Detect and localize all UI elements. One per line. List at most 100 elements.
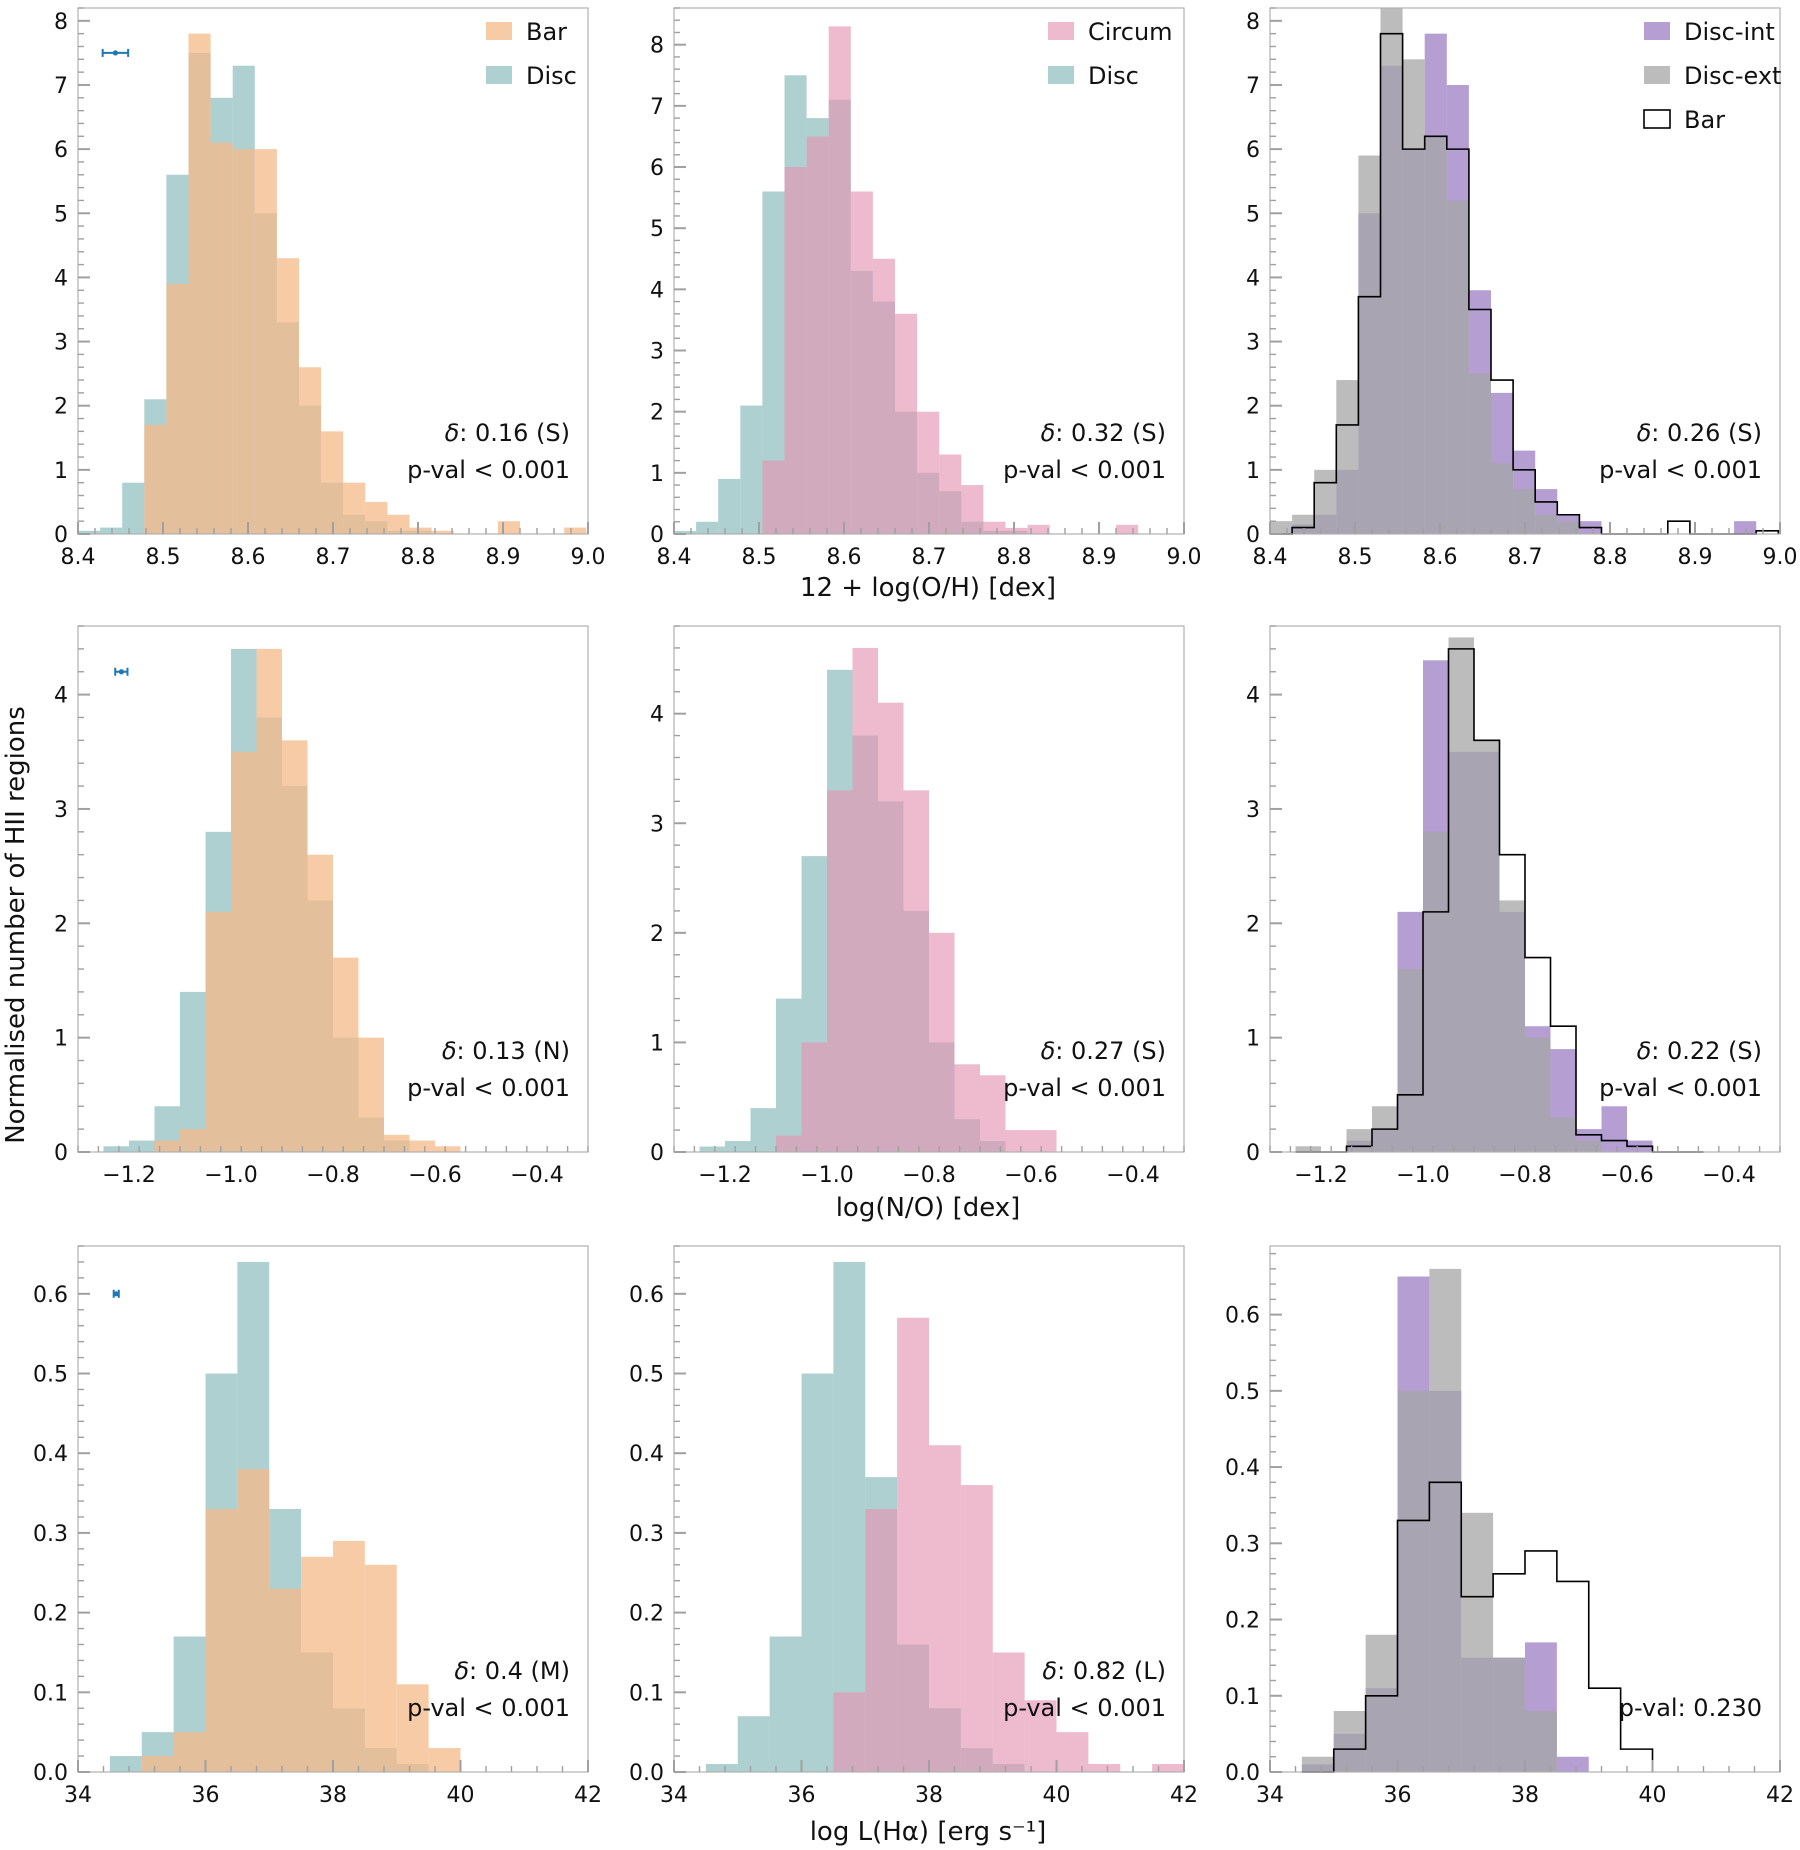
delta-text: δ: 0.32 (S): [1041, 419, 1166, 447]
pval-text: p-val < 0.001: [407, 456, 570, 484]
histogram-bar: [1292, 514, 1315, 534]
histogram-bar: [1397, 1390, 1430, 1772]
histogram-bar: [1448, 637, 1474, 1152]
histogram-bar: [801, 1042, 827, 1152]
series-disc-ext: [1270, 8, 1580, 535]
histogram-bar: [740, 405, 763, 534]
histogram-bar: [1336, 380, 1359, 534]
y-tick-label: 0.6: [33, 1283, 68, 1308]
y-tick-label: 0.6: [1225, 1304, 1260, 1329]
y-tick-label: 5: [650, 217, 664, 242]
histogram-bar: [827, 790, 853, 1152]
histogram-bar: [435, 1146, 461, 1152]
x-tick-label: 8.6: [231, 545, 266, 570]
x-tick-label: 8.5: [146, 545, 181, 570]
histogram-bar: [769, 1636, 802, 1772]
x-tick-label: 8.8: [1593, 545, 1628, 570]
x-tick-label: 9.0: [1763, 545, 1798, 570]
histogram-bar: [1446, 200, 1469, 534]
legend: Disc-int Disc-ext Bar: [1643, 18, 1781, 134]
histogram-bar: [1358, 155, 1381, 534]
x-tick-label: 8.8: [997, 545, 1032, 570]
step-outline-bar: [1295, 648, 1704, 1153]
series-bar: [141, 1469, 461, 1772]
y-tick-label: 5: [54, 202, 68, 227]
y-tick-label: 1: [1246, 1027, 1260, 1052]
y-tick-label: 2: [650, 922, 664, 947]
y-tick-label: 8: [54, 10, 68, 35]
legend-swatch: [486, 66, 512, 84]
histogram-bar: [1088, 1764, 1121, 1772]
y-tick-label: 0.2: [33, 1602, 68, 1627]
y-tick-label: 2: [1246, 395, 1260, 420]
y-tick-label: 0: [54, 1141, 68, 1166]
y-tick-label: 2: [54, 395, 68, 420]
y-tick-label: 1: [54, 459, 68, 484]
step-outline-bar: [1301, 1481, 1654, 1773]
x-tick-label: −1.2: [102, 1163, 155, 1188]
x-tick-label: 38: [915, 1783, 943, 1808]
legend-swatch: [1643, 109, 1671, 129]
x-tick-label: 8.9: [1678, 545, 1713, 570]
histogram-bar: [1525, 1711, 1557, 1772]
histogram-bar: [109, 1756, 142, 1772]
histogram-bar: [1270, 521, 1293, 534]
pval-text: p-val < 0.001: [407, 1694, 570, 1722]
y-tick-label: 0: [1246, 523, 1260, 548]
histogram-bar: [129, 1140, 155, 1152]
figure-ylabel: Normalised number of HII regions: [1, 706, 31, 1144]
histogram-bar: [144, 424, 167, 534]
panel-ha-disc-split: 34 36 38 40 42 0.0 0.1 0.2 0.3 0.4 0.5 0.6 p-val: 0.…: [1225, 1245, 1794, 1808]
panel-no-bar-disc: −1.2 −1.0 −0.8 −0.6 −0.4 0 1 2 3 4 δ: 0.13 (N) p-va…: [54, 625, 589, 1188]
histogram-bar: [1557, 521, 1580, 534]
histogram-bar: [1402, 59, 1425, 534]
x-tick-label: −0.8: [1498, 1163, 1551, 1188]
histogram-bar: [232, 149, 255, 534]
histogram-bar: [1027, 524, 1050, 534]
series-bar: [144, 33, 587, 534]
histogram-bar: [1468, 373, 1491, 534]
series-bar: [154, 648, 461, 1152]
histogram-bar: [358, 1037, 384, 1152]
histogram-bar: [409, 1140, 435, 1152]
histogram-bar: [960, 1485, 993, 1772]
stats-annotation: δ: 0.26 (S) p-val < 0.001: [1599, 419, 1762, 484]
delta-text: δ: 0.22 (S): [1637, 1037, 1762, 1065]
histogram-bar: [850, 191, 873, 534]
y-tick-label: 0: [1246, 1141, 1260, 1166]
histogram-bar: [1734, 521, 1757, 534]
x-tick-label: 34: [64, 1783, 92, 1808]
histogram-bar: [980, 1075, 1006, 1152]
y-tick-label: 0.4: [629, 1442, 664, 1467]
y-tick-label: 0.3: [33, 1522, 68, 1547]
delta-text: δ: 0.26 (S): [1637, 419, 1762, 447]
y-tick-label: 0.2: [1225, 1609, 1260, 1634]
series-disc-ext: [1301, 1268, 1557, 1772]
x-tick-label: 34: [1256, 1783, 1284, 1808]
y-tick-label: 0.2: [629, 1602, 664, 1627]
stats-annotation: δ: 0.82 (L) p-val < 0.001: [1003, 1657, 1166, 1722]
y-tick-label: 8: [650, 34, 664, 59]
row1-xlabel: 12 + log(O/H) [dex]: [800, 573, 1056, 603]
y-tick-label: 4: [1246, 266, 1260, 291]
y-tick-label: 5: [1246, 202, 1260, 227]
y-tick-label: 1: [650, 1031, 664, 1056]
y-tick-label: 6: [650, 156, 664, 181]
histogram-bar: [718, 478, 741, 534]
legend-label: Disc: [526, 62, 577, 90]
histogram-bar: [166, 283, 189, 534]
y-tick-label: 3: [1246, 798, 1260, 823]
histogram-bar: [299, 367, 322, 534]
legend-label: Disc-int: [1684, 18, 1775, 46]
histogram-bar: [1576, 1140, 1602, 1152]
histogram-bar: [1556, 1756, 1589, 1772]
y-tick-label: 3: [1246, 331, 1260, 356]
y-tick-label: 7: [650, 95, 664, 120]
delta-text: δ: 0.82 (L): [1042, 1657, 1166, 1685]
delta-text: δ: 0.4 (M): [454, 1657, 570, 1685]
histogram-bar: [705, 1764, 738, 1772]
x-tick-label: −0.8: [306, 1163, 359, 1188]
histogram-bar: [983, 521, 1006, 534]
stats-annotation: δ: 0.27 (S) p-val < 0.001: [1003, 1037, 1166, 1102]
histogram-bar: [428, 1748, 461, 1772]
